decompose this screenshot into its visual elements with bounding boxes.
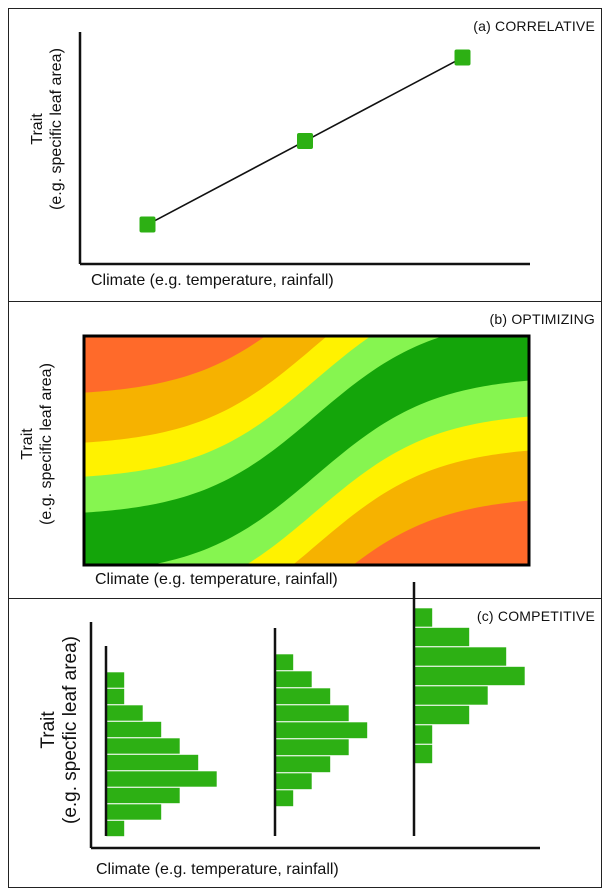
panel-c-hist-2-bar-6 [274,738,350,756]
panel-c-hist-2-bar-4 [274,704,350,722]
panel-c-hist-3-bar-5 [413,685,489,706]
panel-c-hist-3-bar-6 [413,705,470,725]
panel-c-hist-1-bar-2 [105,688,125,705]
panel-c-hist-3-bar-1 [413,607,433,628]
panel-c-hist-1-bar-10 [105,820,125,837]
panel-c-hist-2-bar-3 [274,687,331,705]
panel-c-hist-2-bar-5 [274,721,368,739]
panel-c-hist-1-bar-1 [105,671,125,689]
panel-c-hist-3-bar-2 [413,627,470,647]
panel-b-title: (b) OPTIMIZING [489,311,595,327]
panel-a-point-2 [297,133,313,150]
panel-c-hist-1-bar-7 [105,770,218,788]
panel-c-title: (c) COMPETITIVE [476,608,595,624]
panel-b-zone-optimal [84,336,529,565]
panel-a-title: (a) CORRELATIVE [473,18,595,34]
panel-c-hist-1-bar-5 [105,737,181,755]
panel-c-hist-1-bar-6 [105,754,199,771]
panel-c-hist-1-bar-4 [105,721,162,738]
panel-c-hist-1-bar-9 [105,803,162,821]
panel-c-hist-2-bar-7 [274,755,331,773]
panel-a-point-1 [139,216,156,233]
panel-c-hist-2-bar-2 [274,670,313,688]
panel-c-hist-1-bar-3 [105,704,144,722]
panel-c-hist-3-bar-7 [413,724,433,745]
panel-c-hist-3-bar-3 [413,646,507,667]
panel-a-xlabel: Climate (e.g. temperature, rainfall) [91,272,334,289]
panel-b-bands [84,336,529,565]
panel-b-frame [82,334,531,567]
panel-a-point-3 [454,49,471,66]
panel-b-xlabel: Climate (e.g. temperature, rainfall) [95,571,338,588]
panel-c-hist-2-bar-8 [274,772,313,790]
panel-c-hist-1-bar-8 [105,787,181,804]
panel-c-hist-2-bar-1 [274,653,294,671]
panel-c-hist-2-bar-9 [274,789,294,807]
panel-c-hist-3-bar-8 [413,744,433,764]
panel-c-hist-3-bar-4 [413,666,526,686]
panel-c-xlabel: Climate (e.g. temperature, rainfall) [96,861,339,878]
